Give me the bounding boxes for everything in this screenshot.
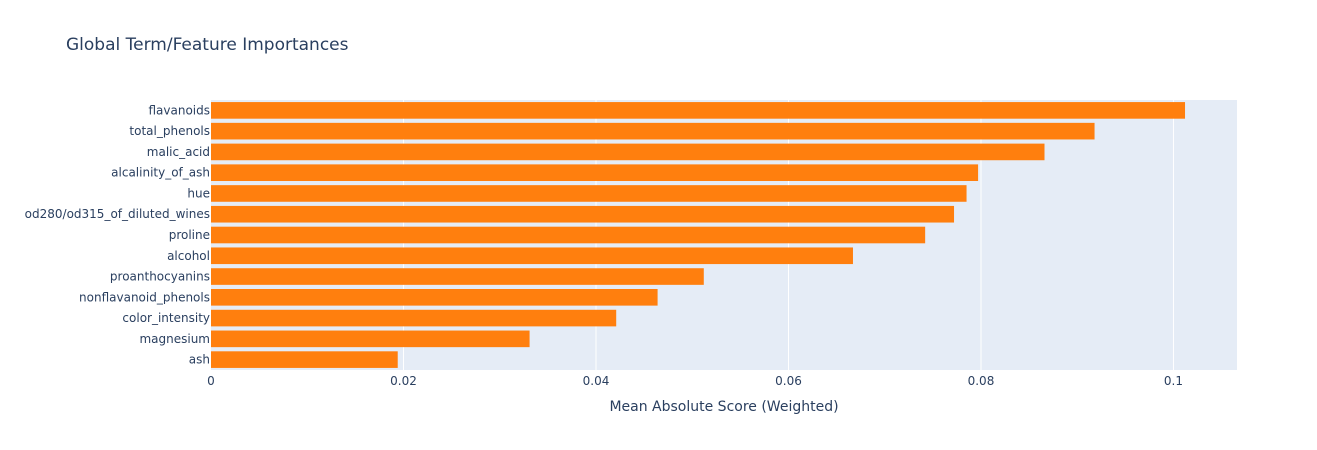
y-tick-label: nonflavanoid_phenols <box>79 290 210 304</box>
chart-title: Global Term/Feature Importances <box>66 35 349 55</box>
bar <box>211 247 853 265</box>
bar <box>211 102 1186 119</box>
x-tick-label: 0.04 <box>583 374 610 388</box>
bar <box>211 226 926 244</box>
x-tick-label: 0.08 <box>968 374 995 388</box>
bar <box>211 309 617 327</box>
y-tick-label: malic_acid <box>147 145 210 159</box>
bar <box>211 164 979 181</box>
y-tick-label: color_intensity <box>122 311 210 325</box>
bar <box>211 122 1095 140</box>
bar <box>211 205 955 223</box>
x-tick-label: 0.06 <box>775 374 802 388</box>
y-tick-label: ash <box>189 353 210 367</box>
bar <box>211 351 398 368</box>
x-tick-label: 0 <box>207 374 215 388</box>
x-tick-label: 0.02 <box>390 374 417 388</box>
y-tick-label: alcohol <box>167 249 210 263</box>
bar <box>211 143 1045 161</box>
y-tick-label: proanthocyanins <box>110 270 210 284</box>
bar <box>211 289 658 306</box>
bar <box>211 268 704 285</box>
bar <box>211 185 967 202</box>
y-tick-label: magnesium <box>139 332 210 346</box>
y-tick-label: flavanoids <box>148 103 210 117</box>
x-axis-title: Mean Absolute Score (Weighted) <box>609 399 838 415</box>
bars <box>211 102 1186 368</box>
x-tick-label: 0.1 <box>1164 374 1183 388</box>
y-tick-label: hue <box>187 186 210 200</box>
bar <box>211 330 530 348</box>
y-tick-label: alcalinity_of_ash <box>111 166 210 180</box>
y-tick-label: total_phenols <box>129 124 210 138</box>
y-tick-label: od280/od315_of_diluted_wines <box>25 207 210 221</box>
x-tick-labels: 0 0.02 0.04 0.06 0.08 0.1 <box>207 374 1183 388</box>
y-tick-label: proline <box>169 228 210 242</box>
y-tick-labels: flavanoids total_phenols malic_acidalcalin… <box>25 103 210 366</box>
